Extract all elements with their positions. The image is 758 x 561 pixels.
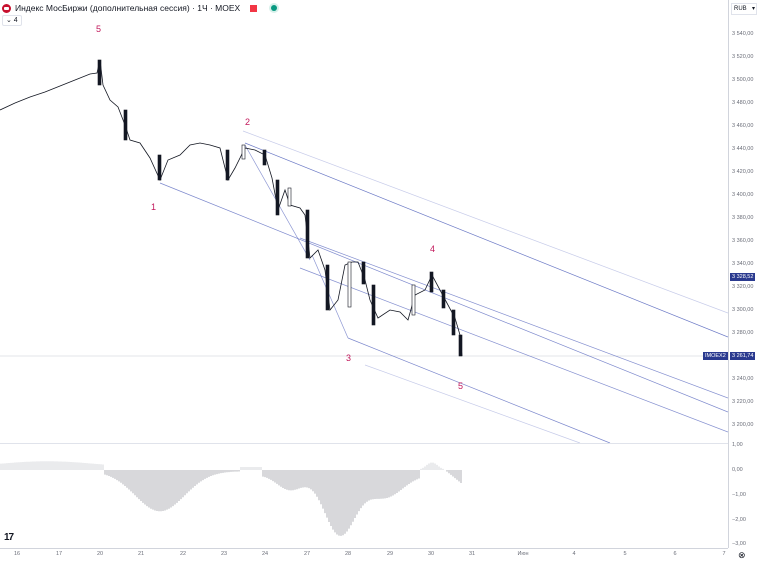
last-price-tag: 3 261,74 bbox=[730, 352, 756, 360]
time-label: 6 bbox=[673, 551, 677, 557]
price-tick: 3 500,00 bbox=[732, 77, 754, 83]
time-label: 23 bbox=[220, 551, 228, 557]
symbol-tag: IMOEX2 bbox=[703, 352, 728, 360]
time-label: 17 bbox=[55, 551, 63, 557]
time-label: 16 bbox=[13, 551, 21, 557]
time-label: 27 bbox=[303, 551, 311, 557]
price-tick: 3 420,00 bbox=[732, 169, 754, 175]
time-label: Июн bbox=[517, 551, 529, 557]
symbol-title: Индекс МосБиржи (дополнительная сессия) … bbox=[15, 3, 241, 13]
time-label: 20 bbox=[96, 551, 104, 557]
price-tick: 3 340,00 bbox=[732, 261, 754, 267]
wave-label-3: 3 bbox=[346, 353, 351, 363]
wave-label-4: 4 bbox=[430, 244, 435, 254]
chart-header: Индекс МосБиржи (дополнительная сессия) … bbox=[0, 0, 728, 28]
flag-icon[interactable] bbox=[250, 4, 258, 12]
candles bbox=[0, 59, 463, 357]
osc-tick: −3,00 bbox=[732, 541, 746, 547]
tradingview-logo-icon[interactable]: 17 bbox=[4, 532, 14, 543]
moex-logo-icon bbox=[2, 3, 11, 13]
time-label: 29 bbox=[386, 551, 394, 557]
wave-label-2: 2 bbox=[245, 117, 250, 127]
price-tick: 3 240,00 bbox=[732, 376, 754, 382]
osc-tick: 0,00 bbox=[732, 467, 743, 473]
time-label: 24 bbox=[261, 551, 269, 557]
price-tag-high: 3 328,52 bbox=[730, 273, 756, 281]
osc-tick: 1,00 bbox=[732, 442, 743, 448]
price-tick: 3 540,00 bbox=[732, 31, 754, 37]
time-label: 22 bbox=[179, 551, 187, 557]
time-label: 5 bbox=[623, 551, 627, 557]
price-tick: 3 360,00 bbox=[732, 238, 754, 244]
channel-lines bbox=[159, 130, 728, 444]
osc-tick: −2,00 bbox=[732, 517, 746, 523]
price-tick: 3 320,00 bbox=[732, 284, 754, 290]
price-tick: 3 440,00 bbox=[732, 146, 754, 152]
price-tick: 3 520,00 bbox=[732, 54, 754, 60]
time-label: 21 bbox=[137, 551, 145, 557]
price-axis[interactable]: RUB 3 540,00 3 520,00 3 500,00 3 480,00 … bbox=[728, 0, 758, 548]
price-tick: 3 280,00 bbox=[732, 330, 754, 336]
price-tick: 3 460,00 bbox=[732, 123, 754, 129]
time-label: 31 bbox=[468, 551, 476, 557]
symbol-title-row[interactable]: Индекс МосБиржи (дополнительная сессия) … bbox=[2, 3, 278, 13]
indicators-collapse-button[interactable]: ⌄ 4 bbox=[2, 15, 22, 26]
time-label: 28 bbox=[344, 551, 352, 557]
pane-separator[interactable] bbox=[0, 443, 728, 444]
currency-selector[interactable]: RUB bbox=[731, 3, 757, 15]
chart-canvas[interactable]: 5 1 2 3 4 5 bbox=[0, 0, 728, 548]
market-status-icon bbox=[271, 5, 278, 11]
time-label: 30 bbox=[427, 551, 435, 557]
wave-label-5a: 5 bbox=[96, 24, 101, 34]
price-tick: 3 300,00 bbox=[732, 307, 754, 313]
time-label: 7 bbox=[722, 551, 726, 557]
settings-icon[interactable]: ⊗ bbox=[738, 550, 746, 560]
wave-label-1: 1 bbox=[151, 202, 156, 212]
osc-tick: −1,00 bbox=[732, 492, 746, 498]
wave-label-5b: 5 bbox=[458, 381, 463, 391]
price-tick: 3 480,00 bbox=[732, 100, 754, 106]
time-label: 4 bbox=[572, 551, 576, 557]
price-tick: 3 200,00 bbox=[732, 422, 754, 428]
price-tick: 3 380,00 bbox=[732, 215, 754, 221]
price-tick: 3 220,00 bbox=[732, 399, 754, 405]
price-tick: 3 400,00 bbox=[732, 192, 754, 198]
time-axis[interactable]: 16 17 20 21 22 23 24 27 28 29 30 31 Июн … bbox=[0, 548, 728, 561]
